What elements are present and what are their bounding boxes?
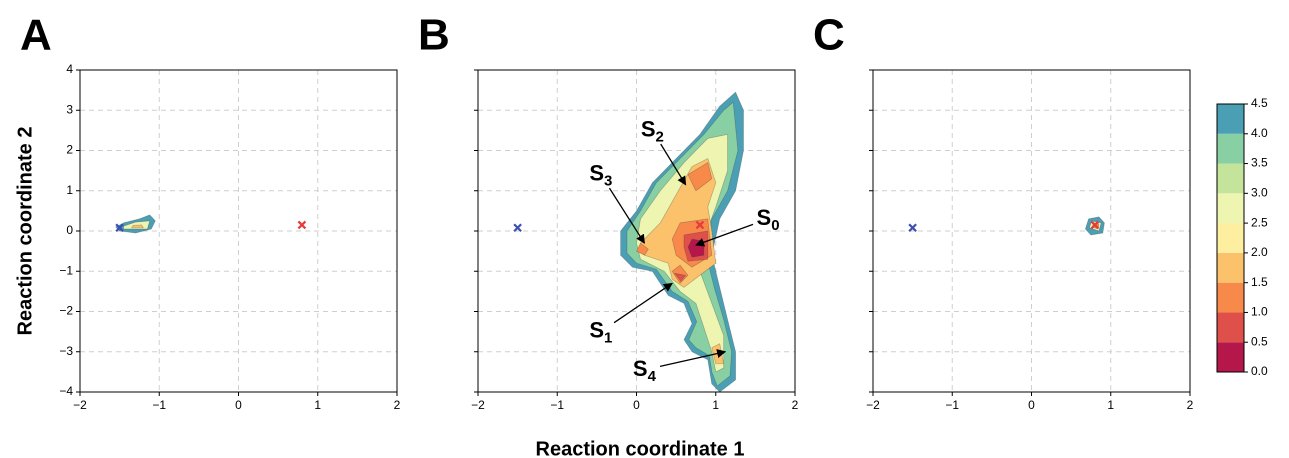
- panel-label: C: [813, 11, 845, 60]
- y-tick-label: 1: [66, 183, 73, 197]
- annotation-text: S: [633, 356, 648, 381]
- marker-stroke: [297, 220, 307, 230]
- marker: [908, 223, 917, 233]
- colorbar-tick-label: 0.0: [1251, 364, 1268, 378]
- x-tick-label: 2: [394, 398, 401, 412]
- colorbar-band: [1217, 193, 1244, 224]
- annotation-subscript: 0: [771, 217, 779, 234]
- contour-region: [671, 264, 689, 284]
- y-tick-label: −3: [59, 344, 73, 358]
- marker: [115, 223, 124, 233]
- colorbar-tick-label: 3.5: [1251, 156, 1268, 170]
- colorbar-tick-label: 3.0: [1251, 186, 1268, 200]
- annotation: S2: [641, 116, 664, 145]
- annotation-text: S: [589, 317, 604, 342]
- colorbar-band: [1217, 252, 1244, 283]
- annotation-subscript: 4: [648, 368, 657, 385]
- contour-region: [131, 224, 144, 229]
- colorbar-tick-label: 2.5: [1251, 215, 1268, 229]
- annotation: S4: [633, 356, 657, 385]
- x-tick-label: −1: [945, 398, 959, 412]
- annotation-arrow: [660, 143, 687, 186]
- marker-stroke: [513, 223, 522, 233]
- x-tick-label: 0: [235, 398, 242, 412]
- axes-frame: [477, 69, 796, 393]
- x-tick-label: 2: [1187, 398, 1194, 412]
- colorbar-tick-label: 4.0: [1251, 126, 1268, 140]
- colorbar-band: [1217, 312, 1244, 343]
- marker-stroke: [695, 220, 705, 230]
- x-tick-label: 1: [712, 398, 719, 412]
- marker-stroke: [115, 223, 124, 233]
- y-tick-label: 0: [66, 223, 73, 237]
- colorbar-band: [1217, 282, 1244, 313]
- x-tick-label: 2: [792, 398, 799, 412]
- x-axis-label: Reaction coordinate 1: [536, 438, 745, 458]
- marker-stroke: [1090, 220, 1100, 230]
- colorbar-tick-label: 0.5: [1251, 334, 1268, 348]
- colorbar-frame: [1216, 103, 1245, 373]
- x-tick-label: −2: [471, 398, 485, 412]
- axes-frame: [79, 69, 398, 393]
- colorbar-band: [1217, 223, 1244, 253]
- contour-region: [674, 272, 686, 282]
- colorbar-band: [1217, 133, 1244, 164]
- annotation: S3: [589, 160, 612, 189]
- annotation-subscript: 1: [604, 330, 612, 347]
- y-tick-label: 2: [66, 143, 73, 157]
- y-tick-label: −4: [59, 384, 73, 398]
- contour-region: [123, 220, 151, 230]
- contour-region: [636, 242, 649, 256]
- annotation-subscript: 2: [656, 128, 664, 145]
- marker: [297, 220, 307, 230]
- contour-region: [687, 162, 713, 192]
- annotation-arrow: [695, 223, 754, 247]
- annotation-arrow: [608, 187, 645, 244]
- annotation-text: S: [757, 205, 772, 230]
- x-tick-label: −2: [73, 398, 87, 412]
- annotation-text: S: [641, 116, 656, 141]
- annotation-subscript: 3: [604, 173, 612, 190]
- y-tick-label: −2: [59, 304, 73, 318]
- y-tick-label: 3: [66, 102, 73, 116]
- marker-stroke: [908, 223, 917, 233]
- panel-label: B: [418, 11, 450, 60]
- x-tick-label: −2: [866, 398, 880, 412]
- x-tick-label: 0: [1028, 398, 1035, 412]
- axes-frame: [872, 69, 1191, 393]
- panel-label: A: [20, 11, 52, 60]
- colorbar-tick-label: 4.5: [1251, 96, 1268, 110]
- x-tick-label: 0: [633, 398, 640, 412]
- x-tick-label: 1: [314, 398, 321, 412]
- y-tick-label: 4: [66, 62, 73, 76]
- colorbar-tick-label: 1.5: [1251, 275, 1268, 289]
- y-tick-label: −1: [59, 263, 73, 277]
- marker: [695, 220, 705, 230]
- x-tick-label: 1: [1107, 398, 1114, 412]
- annotation: S0: [757, 205, 780, 234]
- marker: [513, 223, 522, 233]
- marker: [1090, 220, 1100, 230]
- annotation-arrow: [659, 349, 727, 367]
- colorbar-band: [1217, 104, 1244, 134]
- colorbar-tick-label: 2.0: [1251, 245, 1268, 259]
- annotation-arrow: [613, 282, 673, 324]
- colorbar-tick-label: 1.0: [1251, 305, 1268, 319]
- x-tick-label: −1: [550, 398, 564, 412]
- colorbar-band: [1217, 163, 1244, 194]
- y-axis-label: Reaction coordinate 2: [14, 127, 36, 336]
- annotation-text: S: [589, 160, 604, 185]
- x-tick-label: −1: [152, 398, 166, 412]
- annotation: S1: [589, 317, 612, 346]
- colorbar-band: [1217, 342, 1244, 372]
